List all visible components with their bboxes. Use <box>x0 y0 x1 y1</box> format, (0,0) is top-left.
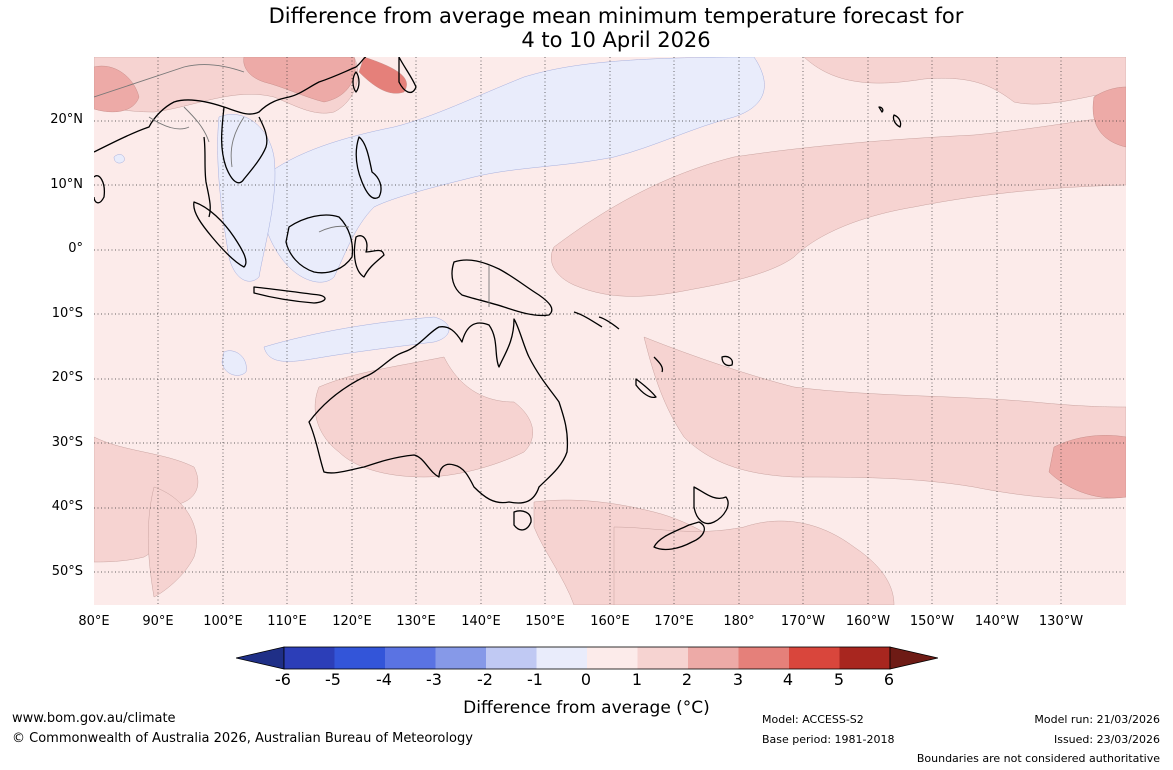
colorbar-swatch <box>536 647 587 669</box>
colorbar-tick: -3 <box>426 670 442 689</box>
lon-label-130w: 130°W <box>1038 614 1084 629</box>
lon-label-160w: 160°W <box>845 614 891 629</box>
lon-label-150w: 150°W <box>909 614 955 629</box>
colorbar-swatch <box>385 647 436 669</box>
lon-label-140w: 140°W <box>974 614 1020 629</box>
australia-coastline <box>308 318 569 504</box>
hawaii-coastline <box>878 106 902 128</box>
colorbar-tick: -1 <box>527 670 543 689</box>
base-period: Base period: 1981-2018 <box>762 733 895 746</box>
lon-label-80e: 80°E <box>78 614 110 629</box>
colorbar-swatch <box>587 647 638 669</box>
colorbar-tick: -5 <box>325 670 341 689</box>
colorbar-swatch <box>435 647 486 669</box>
colorbar-extend-high <box>889 646 939 670</box>
asia-mainland-coastline <box>94 57 367 218</box>
lon-label-110e: 110°E <box>267 614 307 629</box>
lat-label-30s: 30°S <box>51 435 83 450</box>
lon-label-150e: 150°E <box>525 614 565 629</box>
copyright-text: © Commonwealth of Australia 2026, Austra… <box>12 731 473 746</box>
colorbar-tick: 4 <box>782 670 794 689</box>
lon-label-90e: 90°E <box>142 614 174 629</box>
lon-label-170w: 170°W <box>780 614 826 629</box>
model-name: Model: ACCESS-S2 <box>762 713 864 726</box>
tasmania-coastline <box>513 510 532 531</box>
borneo-coastline <box>285 214 354 274</box>
colorbar-swatch <box>839 647 890 669</box>
lon-label-180: 180° <box>723 614 755 629</box>
colorbar-tick: -4 <box>376 670 392 689</box>
graticule <box>94 57 1126 605</box>
colorbar-tick: -2 <box>477 670 493 689</box>
model-run-date: Model run: 21/03/2026 <box>1034 713 1160 726</box>
issued-date: Issued: 23/03/2026 <box>1053 733 1160 746</box>
new-zealand-north-island <box>693 486 729 525</box>
colorbar-tick: 0 <box>580 670 592 689</box>
colorbar-extend-low <box>235 646 285 670</box>
boundary-disclaimer: Boundaries are not considered authoritat… <box>916 752 1160 765</box>
colorbar-tick: -6 <box>275 670 291 689</box>
colorbar-tick: 3 <box>732 670 744 689</box>
colorbar-swatch <box>789 647 840 669</box>
colorbar <box>235 646 939 674</box>
title-line-1: Difference from average mean minimum tem… <box>268 4 964 28</box>
website-link: www.bom.gov.au/climate <box>12 711 176 726</box>
colorbar-swatch <box>334 647 385 669</box>
title-line-2: 4 to 10 April 2026 <box>521 28 711 52</box>
anomaly-1-to-2-regions <box>94 57 1126 605</box>
lat-label-0: 0° <box>68 241 83 256</box>
lon-label-100e: 100°E <box>203 614 243 629</box>
taiwan-coastline <box>352 71 360 93</box>
lon-label-170e: 170°E <box>654 614 694 629</box>
lat-label-10n: 10°N <box>50 177 83 192</box>
coastlines <box>94 57 902 551</box>
lat-label-40s: 40°S <box>51 499 83 514</box>
lon-label-120e: 120°E <box>332 614 372 629</box>
colorbar-swatch <box>738 647 789 669</box>
new-guinea-coastline <box>451 259 553 317</box>
lon-label-140e: 140°E <box>461 614 501 629</box>
colorbar-tick: 5 <box>833 670 845 689</box>
philippines-coastline <box>355 136 382 199</box>
lon-label-160e: 160°E <box>590 614 630 629</box>
sumatra-coastline <box>193 201 247 268</box>
sulawesi-coastline <box>353 235 385 278</box>
anomaly-2-to-3-regions <box>94 57 1126 499</box>
java-coastline <box>253 286 326 304</box>
colorbar-swatch <box>637 647 688 669</box>
colorbar-swatches <box>235 646 939 670</box>
lat-label-10s: 10°S <box>51 306 83 321</box>
lon-label-130e: 130°E <box>396 614 436 629</box>
forecast-map <box>94 57 1126 605</box>
colorbar-tick: 1 <box>631 670 643 689</box>
colorbar-swatch <box>688 647 739 669</box>
country-boundaries <box>94 64 490 307</box>
lat-label-20s: 20°S <box>51 370 83 385</box>
map-canvas <box>94 57 1126 605</box>
colorbar-swatch <box>284 647 335 669</box>
new-zealand-south-island <box>653 521 705 551</box>
colorbar-tick: 6 <box>883 670 895 689</box>
colorbar-tick: 2 <box>681 670 693 689</box>
lat-label-20n: 20°N <box>50 112 83 127</box>
colorbar-swatch <box>486 647 537 669</box>
colorbar-title: Difference from average (°C) <box>463 698 710 718</box>
chart-title: Difference from average mean minimum tem… <box>0 4 1173 52</box>
lat-label-50s: 50°S <box>51 564 83 579</box>
